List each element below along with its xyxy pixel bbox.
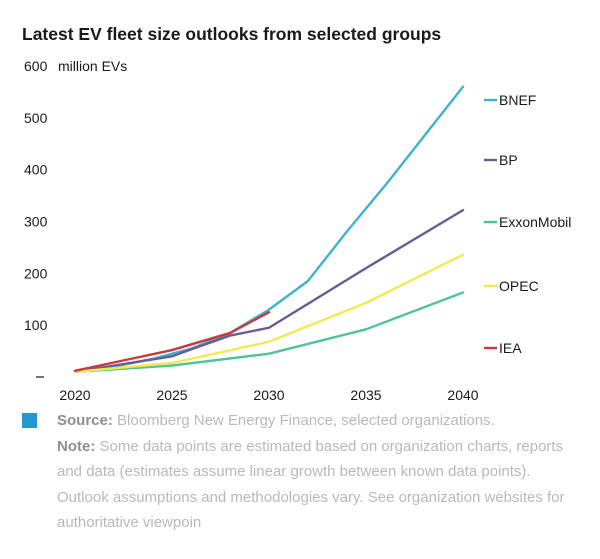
legend-label-bnef: BNEF [499,92,536,108]
footer-text-block: Source: Bloomberg New Energy Finance, se… [57,408,577,536]
y-unit-label: million EVs [58,58,127,74]
y-tick-label: 300 [24,214,48,230]
legend-label-bp: BP [499,152,518,168]
legend-label-exxonmobil: ExxonMobil [499,214,571,230]
series-line-opec [73,253,465,374]
x-tick-label: 2040 [447,387,478,400]
series-line-iea [73,311,271,372]
source-marker-square [22,413,37,428]
legend-label-iea: IEA [499,340,522,356]
y-tick-label: 600 [24,58,48,74]
series-line-exxonmobil [73,291,465,374]
source-label: Source: [57,412,113,429]
y-tick-label: 400 [24,162,48,178]
legend-label-opec: OPEC [499,278,539,294]
x-tick-label: 2035 [350,387,381,400]
note-text: Some data points are estimated based on … [57,437,565,532]
chart-title: Latest EV fleet size outlooks from selec… [22,24,442,44]
series-line-bnef [73,85,465,374]
series-line-bp [73,208,465,374]
x-tick-label: 2030 [253,387,284,400]
y-tick-label: 200 [24,265,48,281]
x-tick-label: 2020 [59,387,90,400]
source-text: Bloomberg New Energy Finance, selected o… [112,412,495,429]
y-tick-label: 100 [24,317,48,333]
note-label: Note: [57,437,96,455]
ev-fleet-line-chart: 100 200 300 400 500 600 million EVs 2020 2025 203… [24,58,571,400]
x-tick-label: 2025 [156,387,187,400]
y-tick-label: 500 [24,110,48,126]
